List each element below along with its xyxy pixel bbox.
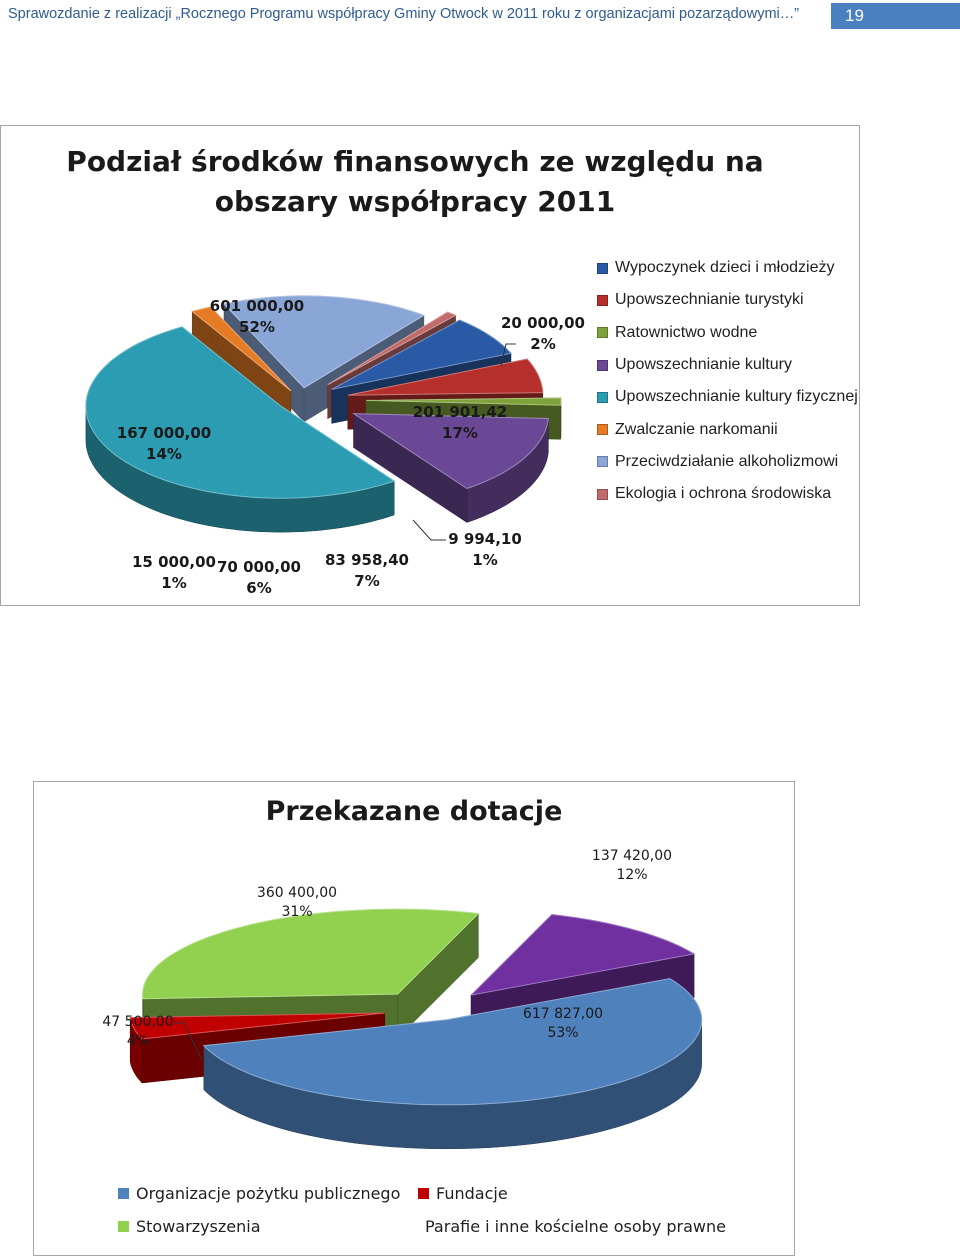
pie1-leader-line-7	[412, 519, 446, 541]
legend-label: Upowszechnianie turystyki	[615, 291, 804, 309]
pie1-data-label-4: 601 000,00 52%	[210, 297, 304, 336]
chart-legend: Organizacje pożytku publicznego Fundacje S…	[118, 1184, 758, 1236]
legend-swatch	[418, 1188, 429, 1199]
legend-swatch	[597, 456, 608, 468]
pie1-data-label-3: 167 000,00 14%	[117, 424, 211, 463]
legend-label: Upowszechnianie kultury fizycznej	[615, 388, 858, 406]
legend-swatch	[597, 488, 608, 500]
chart-legend: Wypoczynek dzieci i młodzieży Upowszechni…	[597, 252, 858, 510]
page-number-badge: 19	[831, 3, 960, 29]
legend-item-3: Parafie i inne kościelne osoby prawne	[418, 1217, 726, 1236]
legend-label: Stowarzyszenia	[136, 1217, 261, 1236]
legend-item-1: Fundacje	[418, 1184, 718, 1203]
pie1-data-label-7: 9 994,10 1%	[448, 530, 522, 569]
pie1-data-label-0: 83 958,40 7%	[325, 551, 409, 590]
pie2-data-label-1: 47 500,00 4%	[102, 1014, 173, 1049]
svg-text:70 000,006%: 70 000,00 6%	[217, 558, 301, 597]
legend-label: Przeciwdziałanie alkoholizmowi	[615, 452, 839, 470]
page-number: 19	[845, 6, 864, 25]
svg-text:20 000,002%: 20 000,00 2%	[501, 314, 585, 353]
pie2-data-label-3: 137 420,00 12%	[592, 848, 672, 883]
legend-swatch	[597, 327, 608, 339]
legend-item-1: Upowszechnianie turystyki	[597, 284, 858, 316]
pie1-data-label-5: 20 000,00 2%	[501, 314, 585, 353]
pie2-leader-line-1	[174, 1022, 203, 1061]
chart-title-line-1: Podział środków finansowych ze względu n…	[66, 145, 764, 178]
legend-label: Ekologia i ochrona środowiska	[615, 485, 832, 503]
legend-item-0: Organizacje pożytku publicznego	[118, 1184, 418, 1203]
legend-label: Parafie i inne kościelne osoby prawne	[425, 1217, 726, 1236]
chart-title: Przekazane dotacje	[265, 796, 563, 827]
pie-chart-area: 617 827,00 53% 47 500,00 4% 360 400,00 31% 137…	[102, 848, 703, 1150]
pie2-data-label-2: 360 400,00 31%	[257, 885, 337, 920]
pie2-slice-0	[202, 978, 703, 1150]
chart-title-line-2: obszary współpracy 2011	[214, 185, 616, 218]
legend-swatch	[597, 359, 608, 371]
chart-grants: Przekazane dotacje 617 827,00 53% 47 500,0…	[33, 781, 795, 1256]
legend-swatch	[597, 391, 608, 403]
legend-label: Organizacje pożytku publicznego	[136, 1184, 401, 1203]
svg-text:9 994,101%: 9 994,10 1%	[448, 530, 522, 569]
legend-item-3: Upowszechnianie kultury	[597, 349, 858, 381]
legend-label: Upowszechnianie kultury	[615, 356, 792, 374]
legend-item-2: Stowarzyszenia	[118, 1217, 418, 1236]
pie1-leader-line-5	[500, 343, 516, 367]
legend-swatch	[597, 262, 608, 274]
pie-chart-area: 83 958,40 7% 70 000,00 6%15 000,00 1% 167 000…	[85, 295, 585, 597]
legend-swatch	[118, 1188, 129, 1199]
svg-text:15 000,001%: 15 000,00 1%	[132, 553, 216, 592]
pie1-slice-3	[351, 413, 549, 523]
running-header: Sprawozdanie z realizacji „Rocznego Prog…	[8, 6, 800, 22]
legend-label: Zwalczanie narkomanii	[615, 420, 778, 438]
legend-item-2: Ratownictwo wodne	[597, 317, 858, 349]
pie1-data-label-1: 70 000,00 6%	[217, 558, 301, 597]
legend-item-7: Ekologia i ochrona środowiska	[597, 478, 858, 510]
svg-text:83 958,407%: 83 958,40 7%	[325, 551, 409, 590]
pie1-slice-4	[85, 326, 396, 533]
legend-label: Wypoczynek dzieci i młodzieży	[615, 259, 835, 277]
pie1-data-label-2: 15 000,00 1%	[132, 553, 216, 592]
legend-label: Fundacje	[436, 1184, 508, 1203]
legend-swatch	[118, 1221, 129, 1232]
pie2-slice-1	[129, 1012, 386, 1084]
legend-swatch	[597, 294, 608, 306]
pie2-data-label-0: 617 827,00 53%	[523, 1006, 603, 1041]
chart-title: Podział środków finansowych ze względu n…	[1, 142, 859, 222]
legend-label: Ratownictwo wodne	[615, 323, 758, 341]
legend-item-4: Upowszechnianie kultury fizycznej	[597, 381, 858, 413]
svg-text:47 500,004%: 47 500,00 4%	[102, 1014, 173, 1049]
legend-item-5: Zwalczanie narkomanii	[597, 413, 858, 445]
legend-item-0: Wypoczynek dzieci i młodzieży	[597, 252, 858, 284]
legend-swatch	[597, 424, 608, 436]
pie1-data-label-6: 201 901,42 17%	[413, 403, 507, 442]
chart-funds-by-area: Podział środków finansowych ze względu n…	[0, 125, 860, 606]
legend-item-6: Przeciwdziałanie alkoholizmowi	[597, 446, 858, 478]
